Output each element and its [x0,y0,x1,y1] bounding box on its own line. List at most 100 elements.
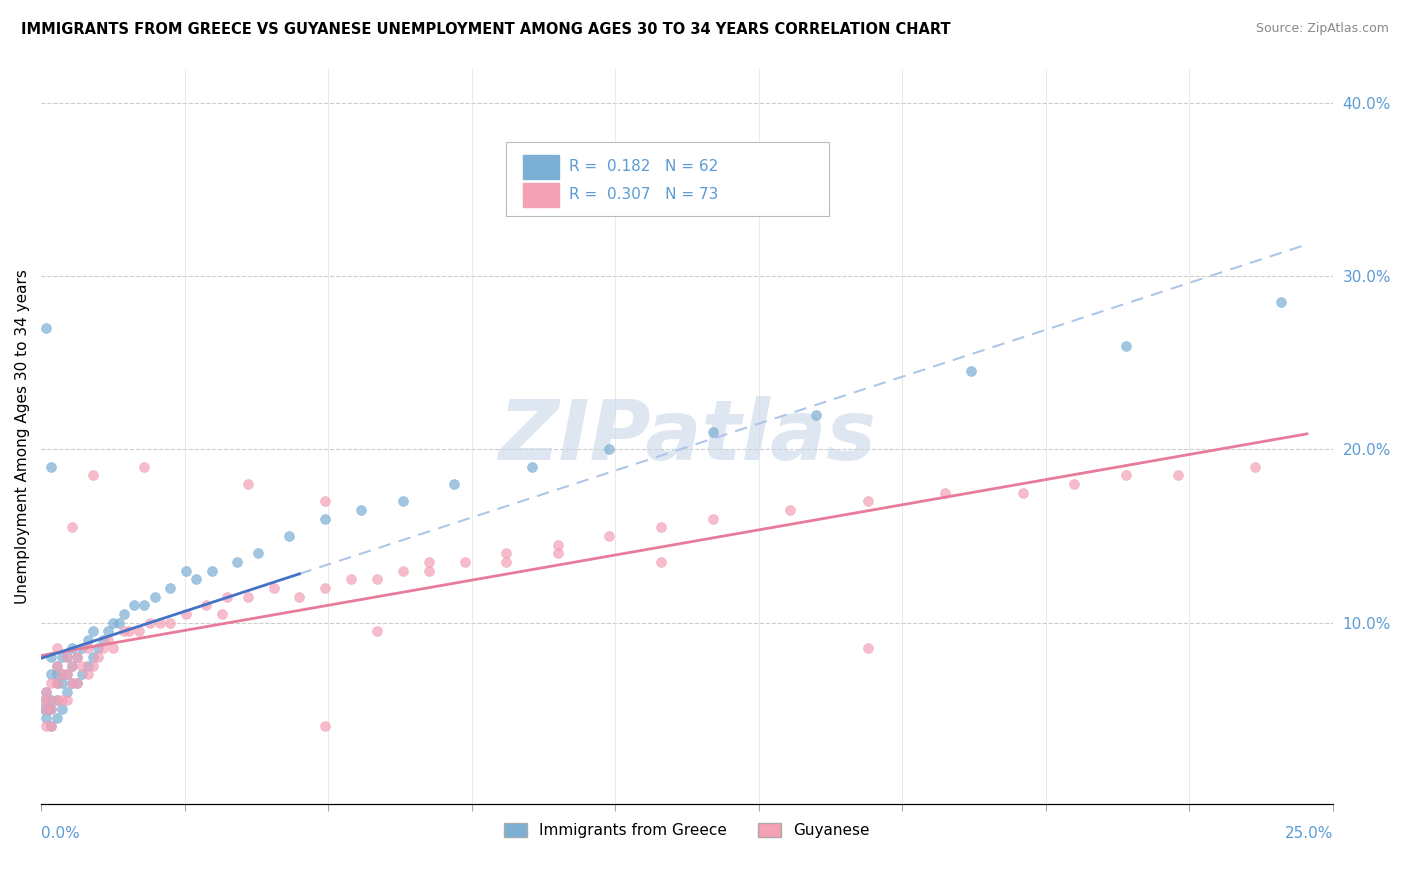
Point [41,719,63,733]
Point [247,546,270,560]
Point [418,564,440,578]
Point [149,615,172,630]
Point [41,650,63,665]
Point [66,650,89,665]
Point [702,425,724,439]
Point [45,693,67,707]
Point [32,693,55,707]
Point [97,632,120,647]
Point [211,607,233,621]
Point [45,667,67,681]
Point [1244,459,1267,474]
Point [960,364,983,378]
Point [56,667,79,681]
Text: ZIPatlas: ZIPatlas [498,396,876,477]
Point [103,641,125,656]
Point [598,529,620,543]
Point [72,667,94,681]
Point [82,658,104,673]
Point [76,641,98,656]
Text: R =  0.307   N = 73: R = 0.307 N = 73 [569,186,718,202]
Point [51,702,73,716]
Point [1115,468,1137,483]
Point [91,632,114,647]
Point [35,719,58,733]
Point [41,693,63,707]
Point [41,702,63,716]
Point [35,702,58,716]
Point [547,546,569,560]
Point [60,676,83,690]
Text: 0.0%: 0.0% [41,826,80,841]
Point [1011,485,1033,500]
Point [314,719,336,733]
Point [97,624,120,639]
Point [418,555,440,569]
Point [314,511,336,525]
Point [51,667,73,681]
Point [35,685,58,699]
Point [38,693,60,707]
Point [366,572,388,586]
Point [236,590,259,604]
Point [350,503,373,517]
Point [650,555,672,569]
Point [35,685,58,699]
Point [51,693,73,707]
Point [45,676,67,690]
Text: R =  0.182   N = 62: R = 0.182 N = 62 [569,159,718,174]
Point [38,702,60,716]
Point [60,676,83,690]
Point [391,564,413,578]
Point [217,590,239,604]
Point [1270,295,1292,310]
Point [779,503,801,517]
FancyBboxPatch shape [506,142,830,216]
Point [41,676,63,690]
Point [201,564,224,578]
Point [51,667,73,681]
Point [82,624,104,639]
Point [159,581,181,595]
Point [495,546,517,560]
Point [60,641,83,656]
Point [35,321,58,335]
Point [1167,468,1189,483]
Point [35,711,58,725]
Point [51,676,73,690]
Point [76,632,98,647]
Point [184,572,207,586]
Point [118,624,141,639]
Text: IMMIGRANTS FROM GREECE VS GUYANESE UNEMPLOYMENT AMONG AGES 30 TO 34 YEARS CORREL: IMMIGRANTS FROM GREECE VS GUYANESE UNEMP… [21,22,950,37]
Point [443,477,465,491]
Point [41,719,63,733]
Text: 25.0%: 25.0% [1285,826,1333,841]
Point [174,564,197,578]
Point [1115,338,1137,352]
Point [45,641,67,656]
Point [82,468,104,483]
Point [56,650,79,665]
Point [60,520,83,534]
Y-axis label: Unemployment Among Ages 30 to 34 years: Unemployment Among Ages 30 to 34 years [15,269,30,604]
Point [159,615,181,630]
Point [226,555,249,569]
Point [598,442,620,457]
Point [314,581,336,595]
Point [454,555,477,569]
Point [41,702,63,716]
Point [66,650,89,665]
Point [60,658,83,673]
Point [32,702,55,716]
Point [547,538,569,552]
Bar [523,155,560,179]
Point [650,520,672,534]
Point [520,459,543,474]
Point [66,676,89,690]
Point [314,494,336,508]
Point [45,658,67,673]
Point [56,685,79,699]
Point [56,693,79,707]
Point [45,658,67,673]
Point [128,624,150,639]
